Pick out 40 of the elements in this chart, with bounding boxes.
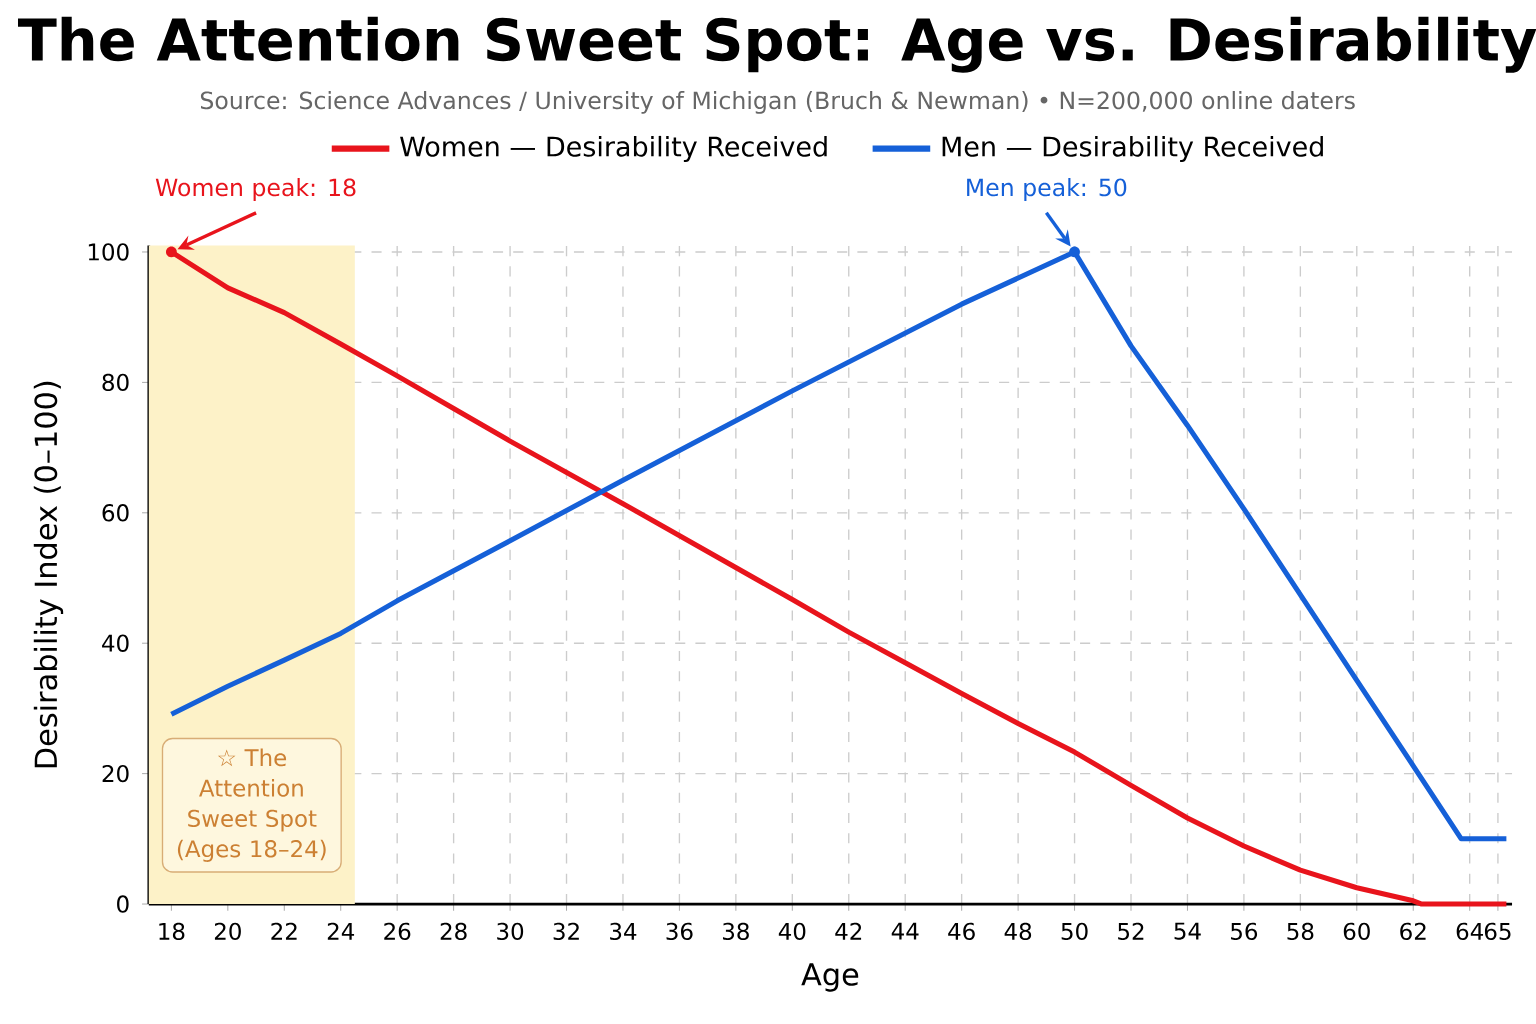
band-label: ☆ The Attention Sweet Spot (Ages 18–24) (177, 748, 326, 862)
chart-title: The Attention Sweet Spot: Age vs. Desirability (17, 16, 1536, 73)
x-tick-label: 58 (1287, 922, 1314, 941)
x-tick-label: 52 (1118, 922, 1144, 941)
x-tick-label: 38 (723, 922, 749, 941)
x-tick-label: 54 (1174, 922, 1201, 940)
x-axis-title: Age (801, 963, 859, 992)
y-tick-label: 20 (102, 764, 129, 783)
x-tick-label: 20 (214, 922, 241, 941)
x-tick-label: 26 (384, 922, 411, 941)
x-tick-label: 48 (1004, 922, 1032, 941)
annotation: Women peak: 18 (155, 178, 356, 201)
x-tick-label: 50 (1061, 922, 1088, 941)
y-tick-label: 40 (102, 634, 129, 652)
x-tick-label: 36 (666, 922, 693, 941)
x-tick-label: 40 (778, 922, 806, 941)
x-tick-label: 18 (159, 922, 185, 941)
y-tick-label: 60 (102, 504, 129, 522)
y-tick-label: 0 (117, 895, 129, 913)
chart-subtitle: Source: Science Advances / University of Michigan (Bruch & Newman) • N=200,000 online daters (200, 90, 1355, 114)
x-tick-label: 44 (891, 922, 919, 940)
x-tick-label: 62 (1400, 922, 1426, 941)
x-tick-label: 30 (497, 922, 524, 941)
x-tick-label: 60 (1343, 922, 1370, 941)
x-tick-label: 22 (271, 922, 297, 940)
legend-label: Women — Desirability Received (400, 135, 827, 162)
x-tick-label: 42 (835, 922, 862, 940)
annotation: Men peak: 50 (967, 178, 1127, 201)
x-tick-label: 56 (1231, 922, 1258, 941)
y-axis-title: Desirability Index (0–100) (33, 381, 64, 768)
x-tick-label: 28 (440, 922, 467, 941)
y-tick-label: 100 (88, 243, 129, 261)
x-tick-label: 65 (1484, 922, 1511, 941)
x-tick-label: 34 (610, 922, 637, 941)
x-tick-label: 46 (948, 922, 975, 941)
x-tick-label: 24 (327, 922, 355, 940)
x-tick-label: 64 (1456, 922, 1484, 941)
y-tick-label: 80 (102, 373, 129, 392)
x-tick-label: 32 (553, 922, 579, 941)
legend-label: Men — Desirability Received (942, 135, 1323, 162)
